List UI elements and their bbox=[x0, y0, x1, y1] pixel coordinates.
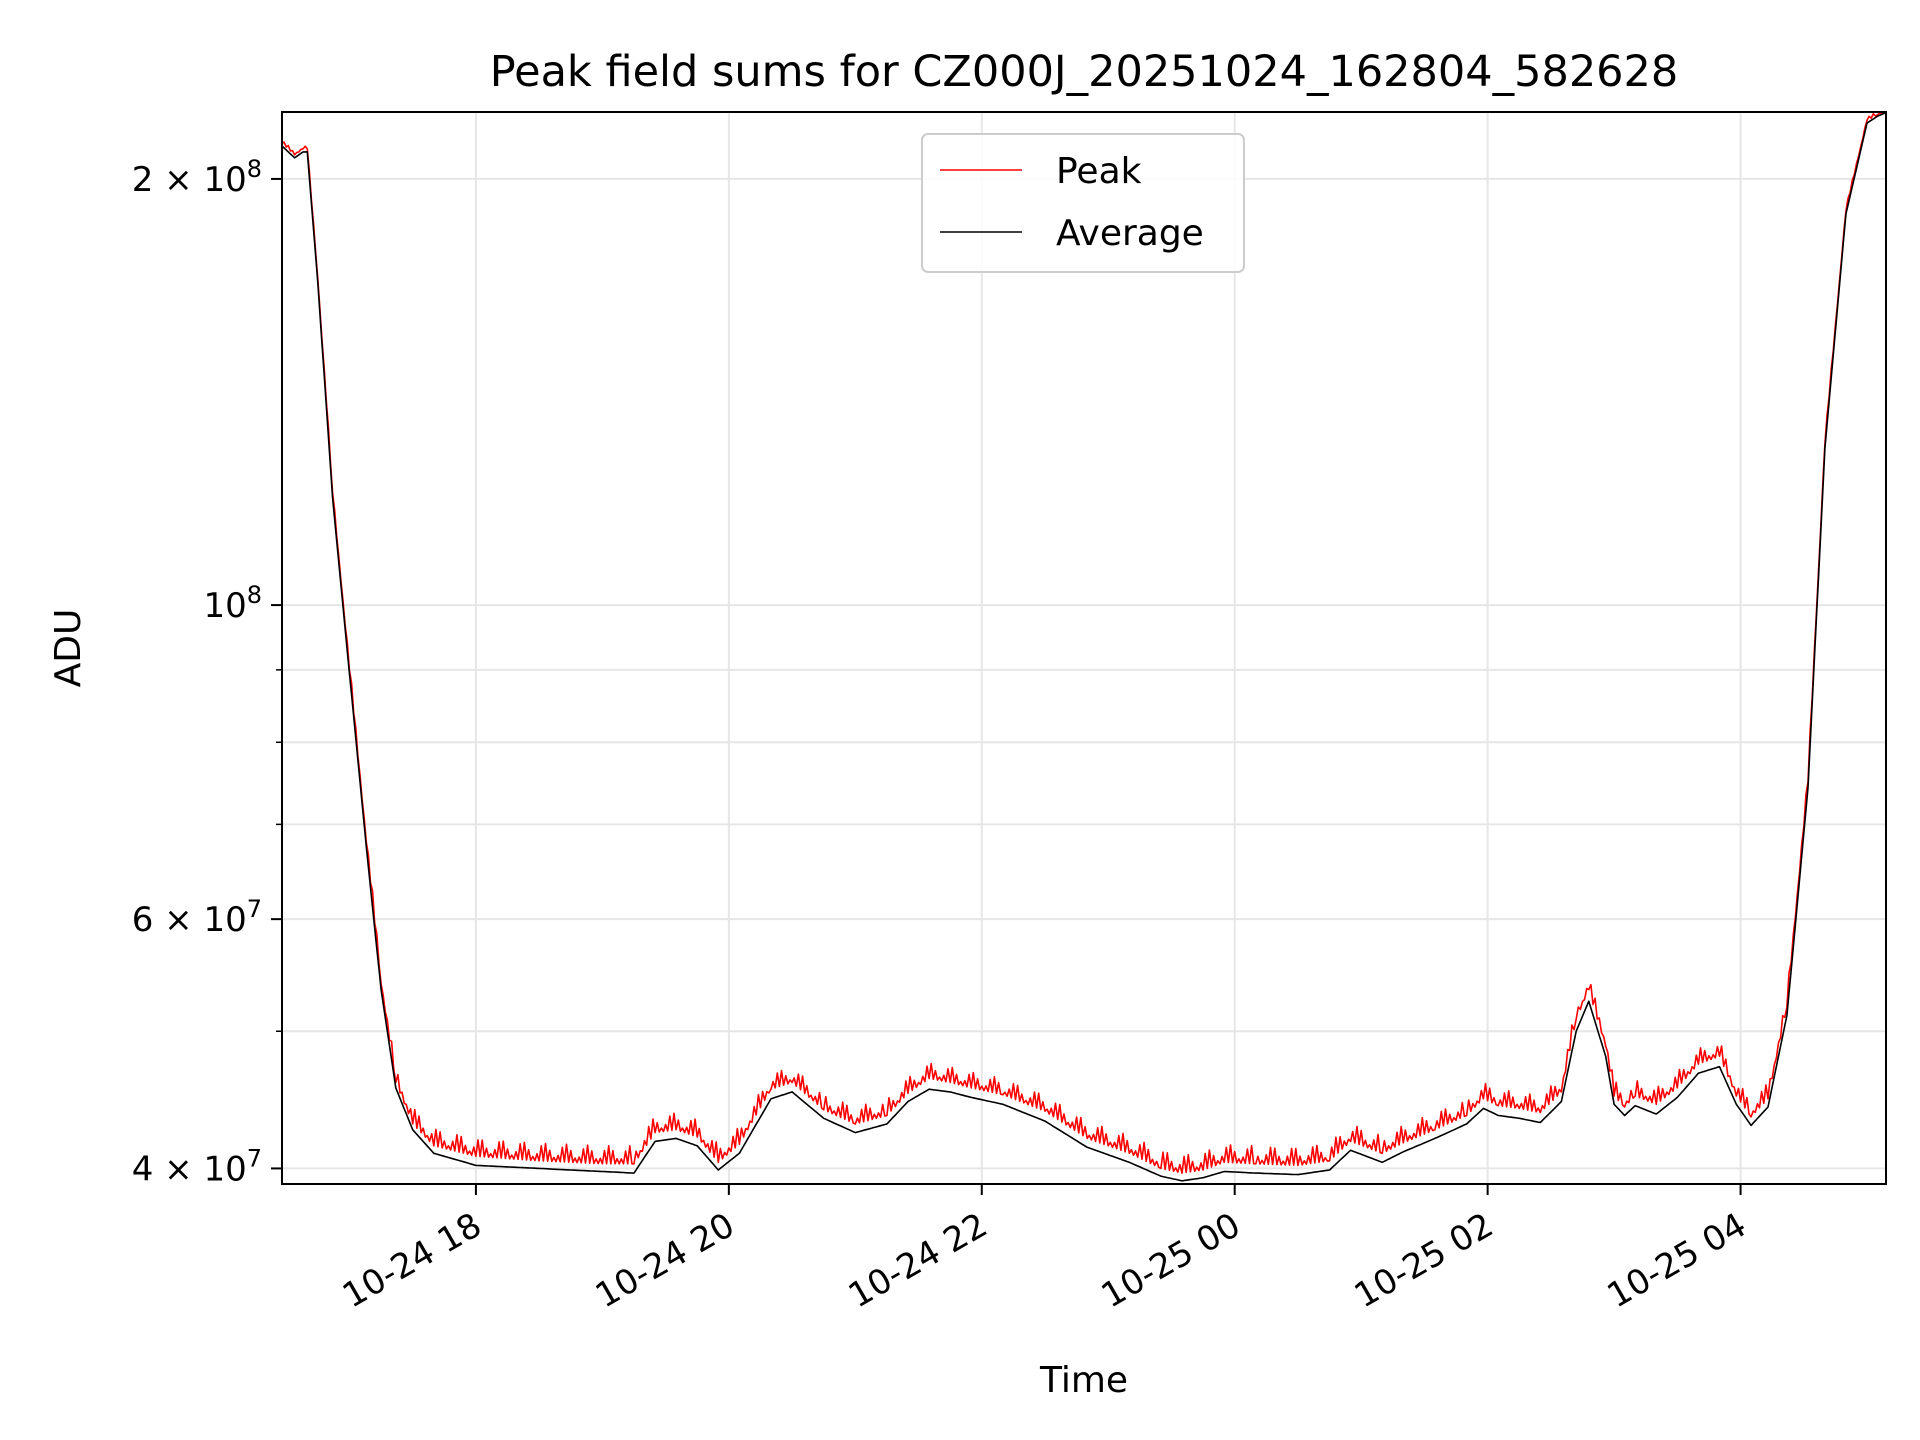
legend-box bbox=[921, 133, 1245, 273]
y-axis-title: ADU bbox=[48, 609, 89, 688]
y-tick-exponent: 7 bbox=[247, 1144, 262, 1172]
chart-title: Peak field sums for CZ000J_20251024_1628… bbox=[490, 47, 1679, 97]
legend: Peak Average bbox=[921, 133, 1245, 273]
y-tick-label: 2 × 108 bbox=[132, 155, 262, 200]
y-tick-base: 2 × 10 bbox=[132, 160, 247, 200]
legend-label-average: Average bbox=[1056, 213, 1204, 254]
y-tick-base: 4 × 10 bbox=[132, 1149, 247, 1189]
series-line-peak bbox=[281, 111, 1887, 1174]
x-axis-title: Time bbox=[1039, 1360, 1128, 1401]
y-tick-label: 108 bbox=[203, 581, 262, 626]
series-line-average bbox=[281, 111, 1887, 1182]
y-tick-exponent: 7 bbox=[247, 895, 262, 923]
legend-label-peak: Peak bbox=[1056, 151, 1142, 192]
y-tick-exponent: 8 bbox=[247, 155, 262, 183]
plot-frame bbox=[281, 111, 1887, 1185]
y-tick-label: 4 × 107 bbox=[132, 1144, 262, 1189]
y-tick-label: 6 × 107 bbox=[132, 895, 262, 940]
series-layer bbox=[281, 111, 1887, 1182]
y-tick-exponent: 8 bbox=[247, 581, 262, 609]
y-tick-base: 10 bbox=[203, 586, 246, 626]
y-tick-base: 6 × 10 bbox=[132, 900, 247, 940]
